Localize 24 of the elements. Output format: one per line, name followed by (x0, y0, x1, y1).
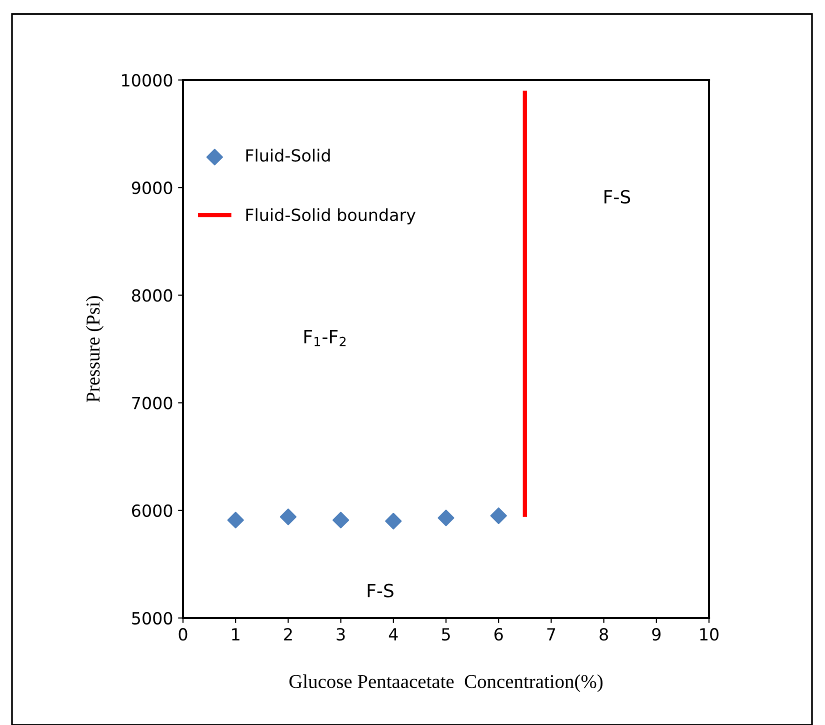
x-tick-label: 8 (600, 628, 608, 641)
x-tick-label: 0 (178, 628, 188, 641)
x-tick-label: 9 (652, 628, 661, 641)
annotation: F$_{1}$-F$_{2}$ (304, 330, 346, 346)
legend-label: Fluid-Solid (246, 148, 330, 162)
y-tick-label: 8000 (132, 289, 172, 302)
y-tick-label: 6000 (132, 504, 172, 517)
x-tick-label: 5 (442, 628, 450, 641)
x-tick-label: 10 (700, 628, 718, 641)
y-tick-label: 7000 (132, 396, 172, 410)
y-axis-title: Pressure (Psi) (86, 296, 104, 402)
x-tick-label: 6 (494, 628, 503, 641)
x-tick-label: 1 (232, 628, 240, 640)
y-tick-label: 10000 (122, 74, 172, 87)
x-axis-title: Glucose Pentaacetate Concentration(%) (289, 674, 603, 692)
x-tick-label: 7 (547, 628, 556, 640)
annotation: F-S (604, 190, 630, 204)
legend-label: Fluid-Solid boundary (246, 208, 416, 224)
x-tick-label: 3 (336, 628, 345, 641)
y-tick-label: 9000 (132, 182, 172, 194)
x-tick-label: 4 (388, 628, 398, 640)
annotation: F-S (368, 584, 394, 598)
x-tick-label: 2 (284, 628, 292, 640)
y-tick-label: 5000 (132, 612, 172, 625)
